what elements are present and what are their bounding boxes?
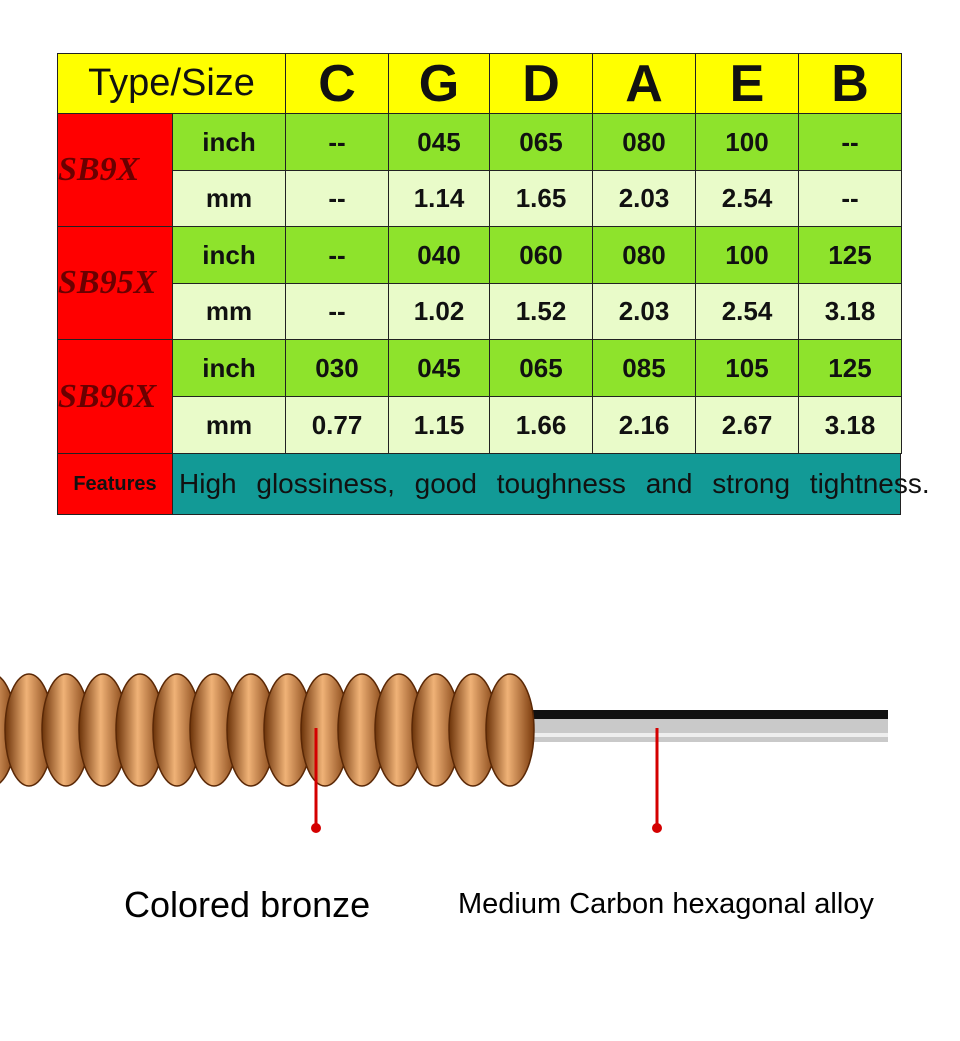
rod-shine: [510, 733, 888, 737]
value: 1.14: [388, 170, 490, 227]
rod-edge: [510, 710, 888, 719]
spring: [0, 673, 535, 787]
value: --: [285, 170, 389, 227]
value: 040: [388, 226, 490, 284]
header-cell: A: [592, 53, 696, 114]
coil: [485, 673, 535, 787]
value: 100: [695, 113, 799, 171]
features-text: High glossiness, good toughness and stro…: [172, 453, 930, 515]
value: 1.02: [388, 283, 490, 340]
value: 065: [489, 113, 593, 171]
value: 2.03: [592, 283, 696, 340]
pointer-dot: [652, 823, 662, 833]
unit: inch: [172, 226, 286, 284]
header-cell: G: [388, 53, 490, 114]
unit: inch: [172, 339, 286, 397]
value: --: [285, 113, 389, 171]
value: --: [798, 170, 902, 227]
unit: inch: [172, 113, 286, 171]
header-cell: D: [489, 53, 593, 114]
value: 0.77: [285, 396, 389, 454]
value: 080: [592, 113, 696, 171]
value: 105: [695, 339, 799, 397]
header-cell: B: [798, 53, 902, 114]
value: 2.54: [695, 283, 799, 340]
value: 045: [388, 113, 490, 171]
value: 2.54: [695, 170, 799, 227]
features-label: Features: [57, 453, 173, 515]
group-name: SB9X: [57, 113, 173, 227]
value: 1.52: [489, 283, 593, 340]
value: 085: [592, 339, 696, 397]
value: --: [798, 113, 902, 171]
value: 2.67: [695, 396, 799, 454]
value: 3.18: [798, 396, 902, 454]
unit: mm: [172, 170, 286, 227]
header-cell: E: [695, 53, 799, 114]
pointer-dot: [311, 823, 321, 833]
value: 1.15: [388, 396, 490, 454]
label: Colored bronze: [124, 884, 371, 925]
value: 2.03: [592, 170, 696, 227]
group-name: SB95X: [57, 226, 173, 340]
header-cell: Type/Size: [57, 53, 286, 114]
label: Medium Carbon hexagonal alloy: [458, 888, 874, 920]
value: 125: [798, 226, 902, 284]
value: 125: [798, 339, 902, 397]
value: 030: [285, 339, 389, 397]
value: 1.66: [489, 396, 593, 454]
